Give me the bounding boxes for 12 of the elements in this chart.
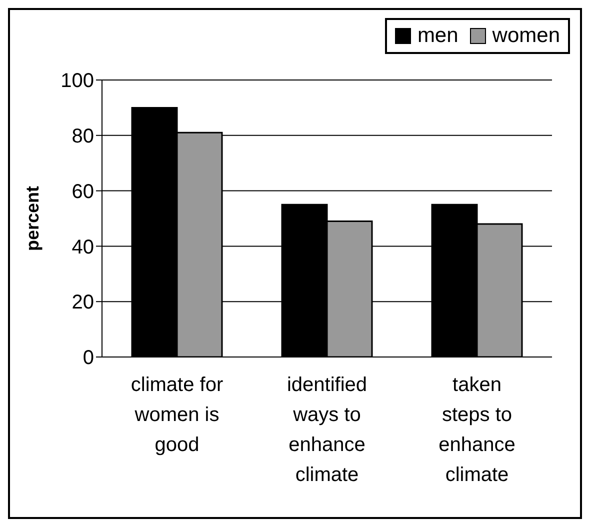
- y-axis-title: percent: [22, 186, 42, 252]
- y-tick-label: 20: [72, 292, 94, 314]
- y-tick-label: 40: [72, 236, 94, 258]
- x-tick-label: identified ways to enhance climate: [286, 374, 368, 486]
- legend-label: men: [417, 24, 458, 48]
- y-tick-label: 0: [82, 347, 94, 370]
- y-tick-label: 100: [60, 70, 94, 92]
- y-tick-label: 60: [72, 180, 94, 203]
- x-tick-label: climate for women is good: [130, 374, 224, 456]
- legend-label: women: [492, 24, 560, 48]
- x-tick-label: taken steps to enhance climate: [438, 374, 516, 486]
- y-tick-label: 80: [72, 126, 94, 148]
